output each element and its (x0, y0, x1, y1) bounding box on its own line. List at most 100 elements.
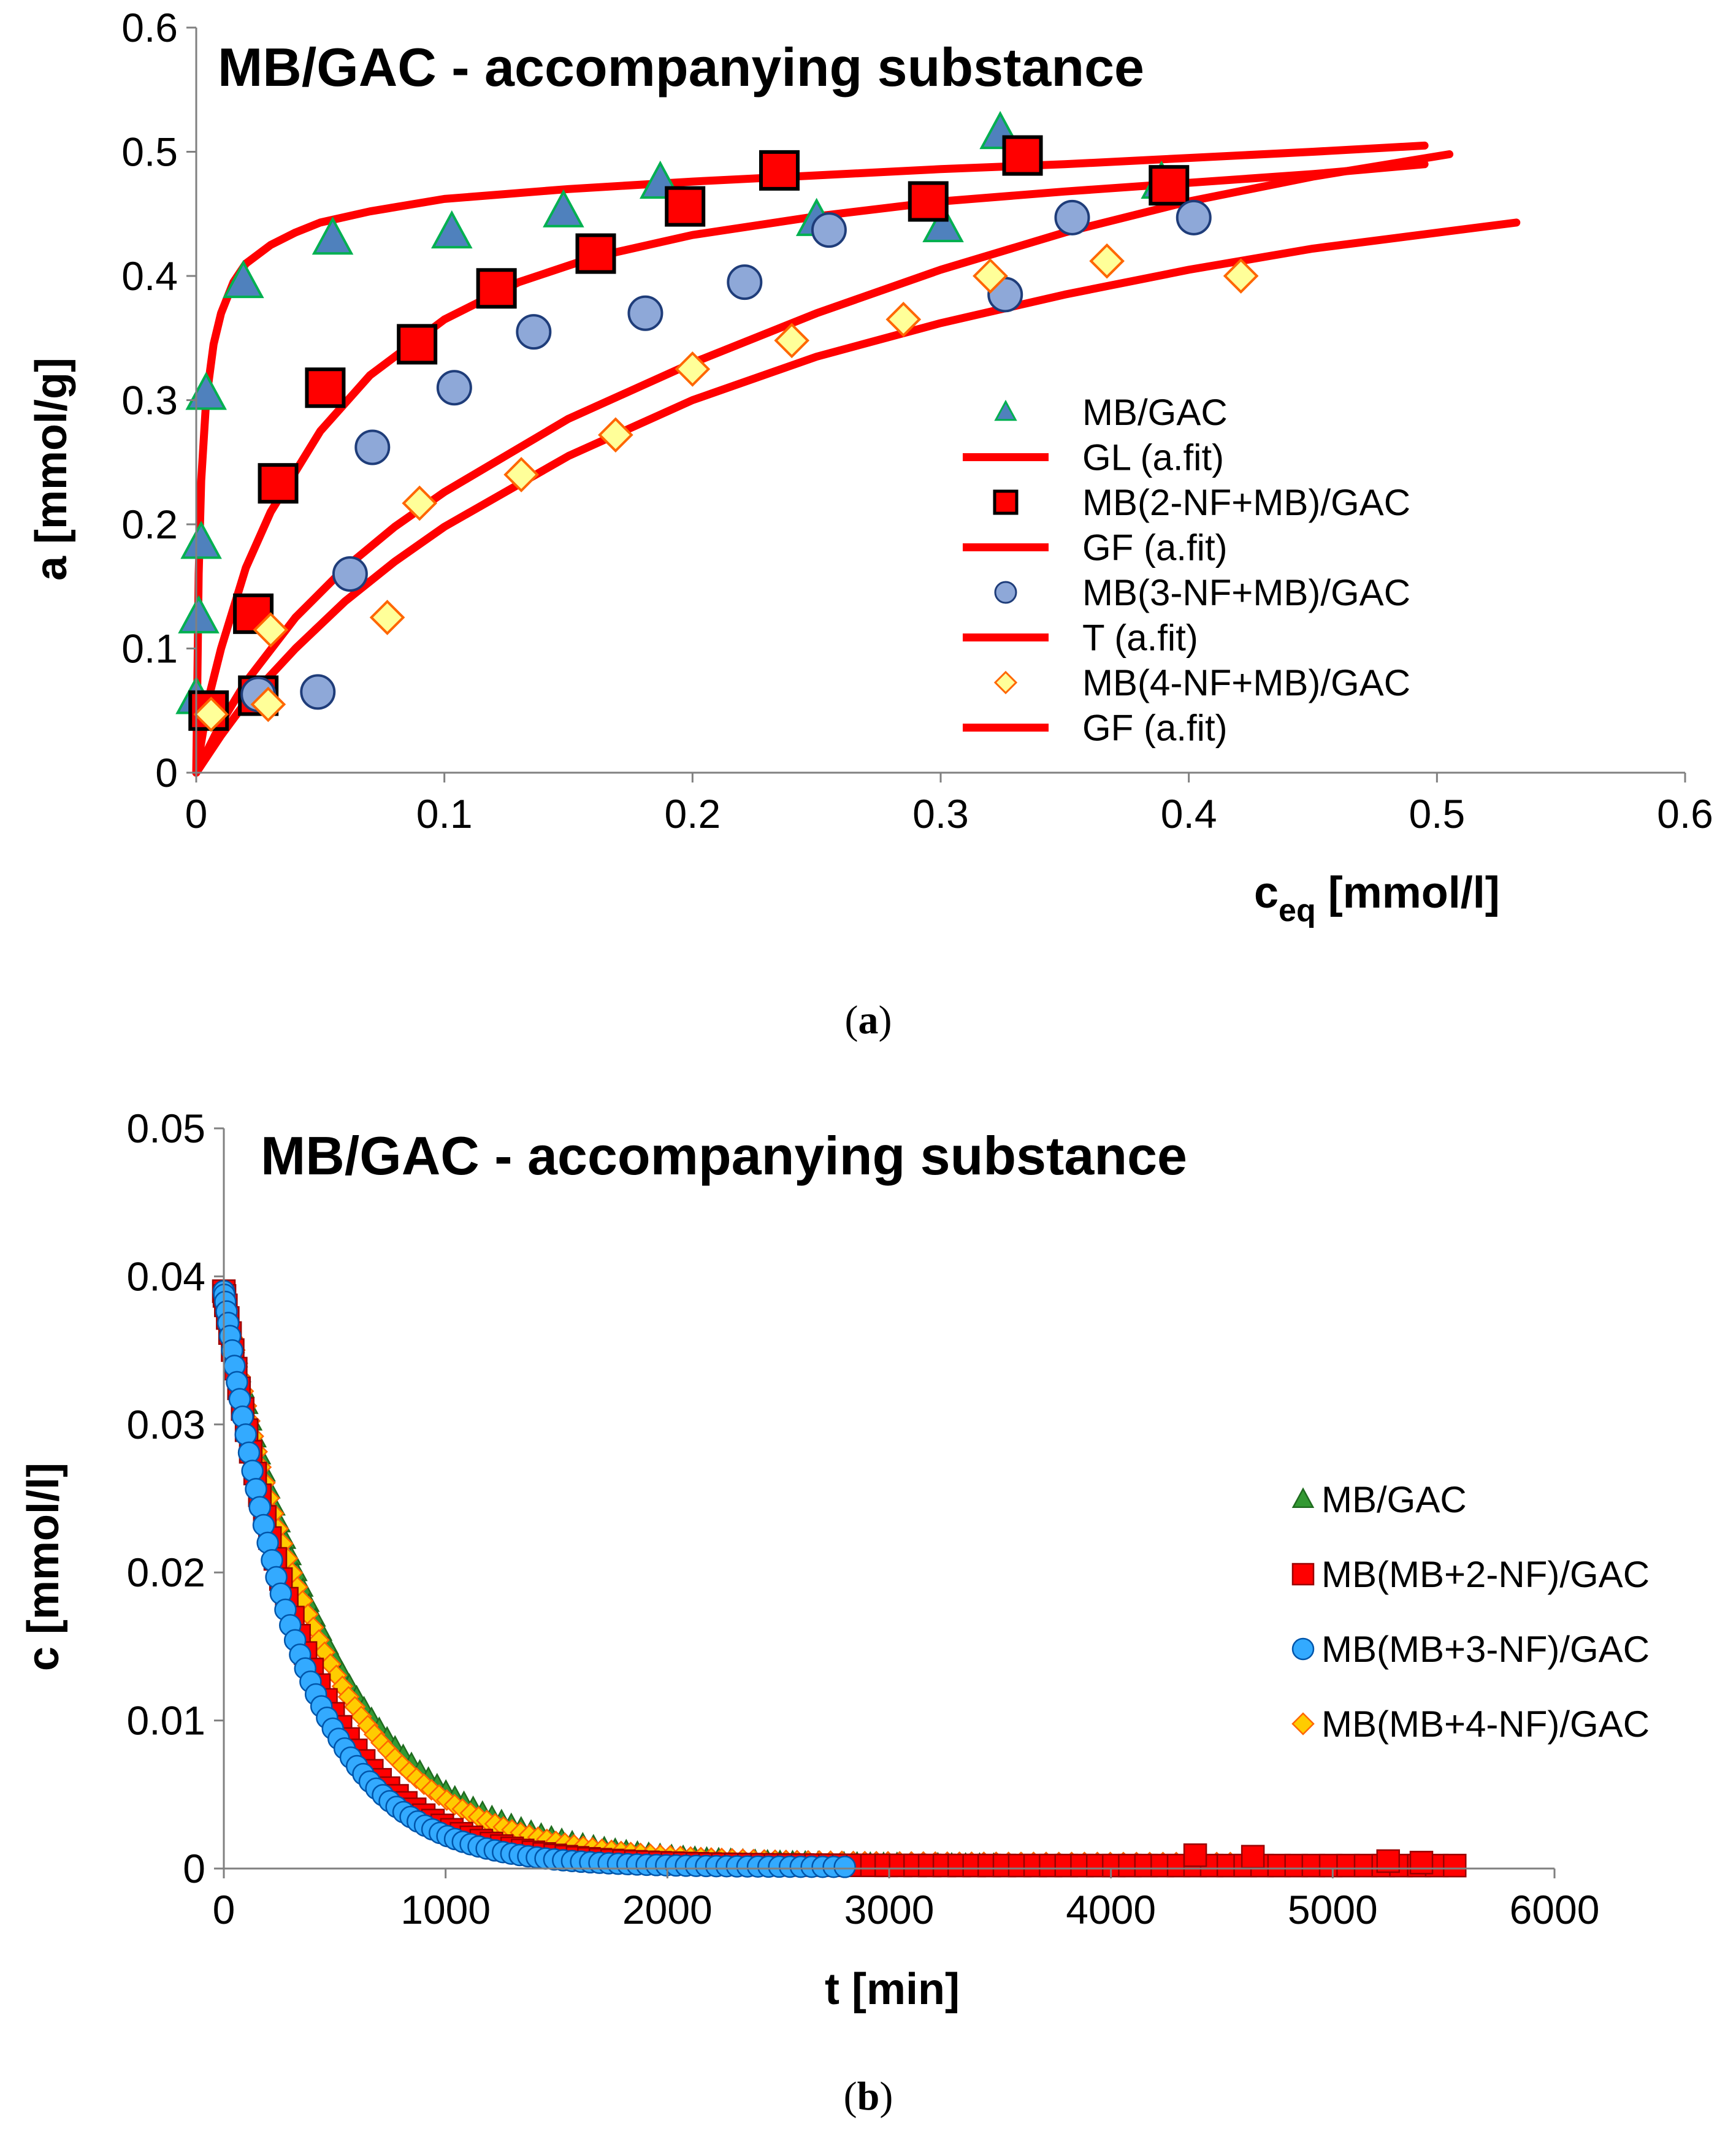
chart-a-point (759, 150, 800, 191)
chart-a-point (476, 268, 517, 309)
chart-a-point (436, 370, 472, 406)
chart-b-legend-swatch (1291, 1712, 1315, 1735)
chart-b-x-tick-label: 6000 (1510, 1887, 1600, 1932)
chart-a-legend-label: GL (a.fit) (1082, 437, 1224, 478)
chart-a-caption: (a) (845, 998, 892, 1043)
chart-a-x-tick-label: 0.5 (1409, 791, 1465, 836)
chart-a-point (1223, 258, 1259, 294)
chart-a-legend-label: GF (a.fit) (1082, 708, 1228, 749)
chart-a-point (369, 600, 405, 635)
chart-a-x-tick-label: 0.3 (912, 791, 969, 836)
chart-a-point (223, 259, 264, 299)
chart-a-point (503, 457, 539, 492)
chart-b-x-tick-label: 5000 (1288, 1887, 1378, 1932)
chart-b-x-tick-label: 3000 (844, 1887, 935, 1932)
chart-a-point (312, 216, 354, 255)
chart-a-point (922, 204, 964, 242)
chart-a-point (1054, 199, 1090, 235)
chart-a-point (885, 302, 922, 337)
chart-a-point (774, 323, 810, 359)
chart-b-point (245, 1477, 267, 1501)
chart-b-legend-swatch (1291, 1563, 1315, 1586)
chart-a-y-axis-title: a [mmol/g] (27, 358, 76, 581)
chart-a-legend-label: T (a.fit) (1082, 618, 1198, 659)
chart-a-point (543, 189, 584, 228)
chart-b-x-axis-title: t [min] (825, 1965, 960, 2014)
chart-a-point (1002, 135, 1043, 176)
chart-b-point (1183, 1843, 1207, 1867)
chart-b-point (1443, 1853, 1467, 1878)
chart-b-title: MB/GAC - accompanying substance (261, 1125, 1187, 1186)
chart-a-point (185, 372, 227, 410)
chart-a-y-tick-label: 0.3 (121, 378, 178, 423)
chart-a-point (180, 521, 222, 559)
chart-a-point (305, 367, 346, 408)
chart-a-legend-label: MB(2-NF+MB)/GAC (1082, 482, 1410, 523)
chart-a-x-tick-label: 0.6 (1657, 791, 1713, 836)
chart-a-x-tick-label: 0 (185, 791, 208, 836)
chart-a-point (332, 556, 368, 592)
chart-a-point (402, 485, 438, 521)
chart-b-axes: 0 1000 2000 3000 4000 5000 6000 0 0.01 0.02 0.03 0.… (127, 1106, 1600, 1932)
chart-a-point (1176, 199, 1212, 235)
chart-a-legend-swatch (993, 670, 1018, 695)
chart-b-legend: MB/GAC MB(MB+2-NF)/GAC MB(MB+3-NF)/GAC MB(M… (1291, 1479, 1650, 1745)
chart-b-legend-label: MB(MB+3-NF)/GAC (1321, 1629, 1650, 1670)
chart-b-x-tick-label: 2000 (622, 1887, 713, 1932)
chart-a-point (598, 417, 633, 453)
chart-b-x-tick-label: 0 (213, 1887, 235, 1932)
chart-a-point (727, 264, 763, 300)
chart-a-x-axis-title: ceq [mmol/l] (1254, 868, 1500, 928)
chart-a: 0 0.1 0.2 0.3 0.4 0.5 0.6 0 0.1 0.2 0.3 0.4 0.5 0.6 M… (27, 5, 1713, 928)
chart-a-point (178, 595, 220, 633)
chart-b-y-tick-label: 0.04 (127, 1253, 205, 1299)
chart-b-legend-swatch (1291, 1637, 1315, 1661)
chart-b-y-tick-label: 0 (183, 1846, 205, 1891)
chart-b-point (237, 1441, 261, 1464)
chart-a-y-tick-label: 0.5 (121, 129, 178, 175)
chart-a-point (811, 212, 847, 248)
chart-a-legend-swatch (994, 399, 1017, 421)
chart-a-fit-line (192, 150, 1454, 777)
chart-a-axes: 0 0.1 0.2 0.3 0.4 0.5 0.6 0 0.1 0.2 0.3 0.4 0.5 0.6 (121, 5, 1713, 836)
chart-b-legend-label: MB(MB+4-NF)/GAC (1321, 1704, 1650, 1745)
chart-b-y-tick-label: 0.03 (127, 1402, 205, 1447)
chart-b-caption: (b) (844, 2074, 893, 2119)
chart-b-y-tick-label: 0.02 (127, 1550, 205, 1595)
chart-a-point (1089, 243, 1125, 279)
chart-a-point (973, 258, 1008, 294)
chart-b: 0 1000 2000 3000 4000 5000 6000 0 0.01 0.02 0.03 0.… (19, 1106, 1650, 2014)
chart-a-legend-label: MB/GAC (1082, 392, 1228, 433)
chart-a-legend-swatch (993, 489, 1019, 515)
chart-b-point (234, 1423, 257, 1446)
chart-a-title: MB/GAC - accompanying substance (218, 37, 1144, 98)
chart-b-x-tick-label: 4000 (1066, 1887, 1156, 1932)
chart-a-point (250, 686, 286, 722)
chart-a-y-tick-label: 0.6 (121, 5, 178, 50)
chart-b-legend-label: MB(MB+2-NF)/GAC (1321, 1554, 1650, 1595)
chart-a-point (253, 612, 289, 648)
chart-a-legend-label: MB(3-NF+MB)/GAC (1082, 572, 1410, 613)
chart-a-data-points (175, 110, 1259, 732)
chart-a-point (431, 210, 473, 249)
chart-a-x-tick-label: 0.4 (1161, 791, 1217, 836)
chart-b-y-axis-title: c [mmol/l] (19, 1463, 68, 1671)
chart-a-point (908, 181, 949, 222)
chart-b-point (833, 1856, 856, 1878)
chart-a-point (1149, 165, 1190, 206)
chart-a-x-tick-label: 0.2 (664, 791, 721, 836)
chart-b-y-tick-label: 0.01 (127, 1698, 205, 1743)
chart-a-y-tick-label: 0.4 (121, 253, 178, 299)
chart-a-point (675, 351, 711, 387)
chart-a-point (575, 233, 616, 274)
chart-b-data-points (212, 1279, 1467, 1878)
chart-a-legend-label: MB(4-NF+MB)/GAC (1082, 662, 1410, 703)
chart-a-y-tick-label: 0 (155, 750, 178, 795)
chart-b-point (1409, 1851, 1434, 1875)
chart-b-point (1241, 1845, 1265, 1869)
chart-a-point (627, 295, 663, 331)
chart-b-y-tick-label: 0.05 (127, 1106, 205, 1151)
chart-a-point (258, 463, 299, 504)
